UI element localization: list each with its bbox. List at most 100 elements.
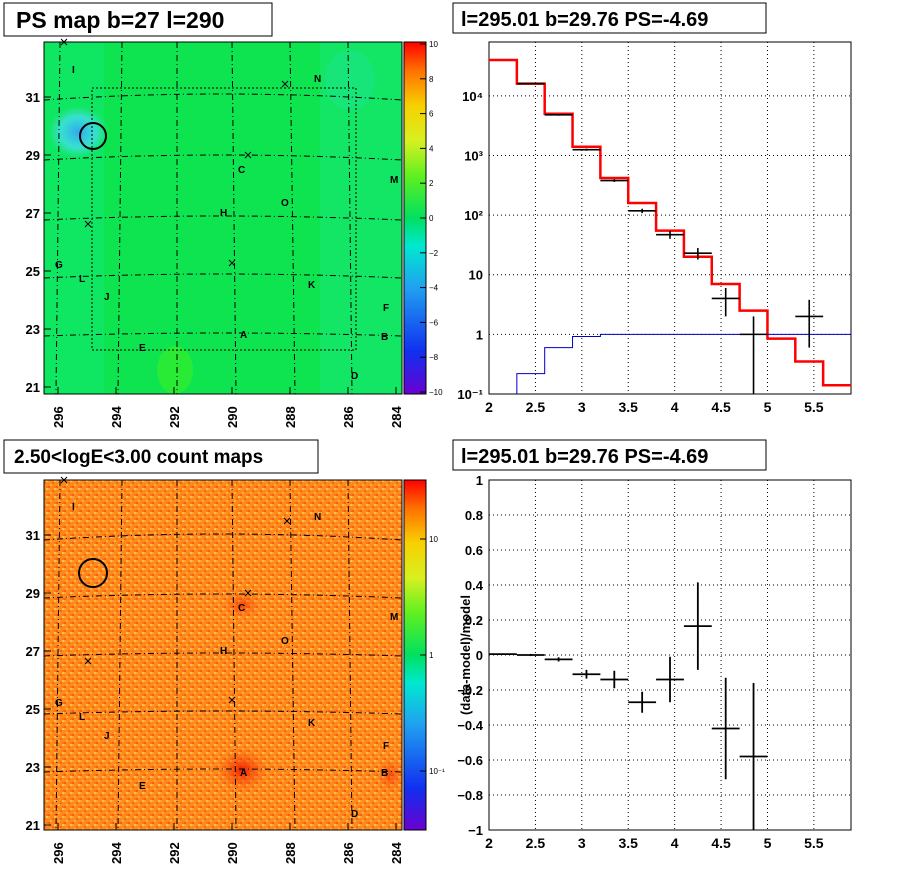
- map-y-tick-label: 25: [26, 702, 40, 717]
- residual-y-axis-label: (data-model)/model: [458, 595, 473, 715]
- count-map-coordinate-grid: [43, 479, 403, 831]
- residual-x-tick-label: 2: [485, 835, 493, 851]
- source-label-f: F: [383, 303, 389, 314]
- source-label-d: D: [351, 371, 358, 382]
- map-y-tick-label: 31: [26, 90, 40, 105]
- ps-map-target-circle: [79, 122, 107, 150]
- ps-cbar-tick-label: 8: [429, 75, 434, 84]
- residual-x-tick-label: 2.5: [526, 835, 546, 851]
- spectrum-x-tick-label: 5.5: [804, 399, 824, 415]
- residual-x-tick-label: 4: [671, 835, 679, 851]
- residual-x-tick-label: 3.5: [618, 835, 638, 851]
- residual-y-tick-label: 0.8: [465, 508, 483, 523]
- spectrum-y-tick-label: 10⁴: [462, 89, 483, 104]
- source-label-j: J: [104, 731, 110, 742]
- residual-y-tick-label: 0: [476, 648, 483, 663]
- map-y-tick-label: 31: [26, 528, 40, 543]
- ps-cbar-tick-label: −6: [429, 318, 439, 327]
- residual-y-tick-label: −0.6: [457, 753, 483, 768]
- spectrum-y-tick-label: 1: [476, 327, 483, 342]
- ps-cbar-tick-label: 10: [429, 40, 438, 49]
- count-map-source-labels: I N C M O H G L J K F A B E D: [55, 502, 398, 820]
- ps-cbar-tick-label: 0: [429, 214, 434, 223]
- count-cbar-tick-0p1: 10⁻¹: [429, 767, 445, 776]
- map-y-tick-label: 23: [26, 760, 40, 775]
- residual-y-tick-label: −0.2: [457, 683, 483, 698]
- ps-cbar-tick-label: −8: [429, 353, 439, 362]
- source-label-h: H: [220, 646, 227, 657]
- spectrum-x-tick-label: 3: [578, 399, 586, 415]
- ps-map-source-labels: I N C M O H G L J K F A B E D: [55, 65, 398, 382]
- source-label-i: I: [72, 502, 75, 513]
- residual-panel: l=295.01 b=29.76 PS=-4.69 (data-model)/m…: [452, 439, 852, 851]
- map-x-tick-label: 296: [51, 842, 66, 864]
- residual-y-tick-label: −0.4: [457, 718, 483, 733]
- count-map-colorbar-ticks: 10 1 10⁻¹: [420, 535, 445, 776]
- spectrum-y-tick-label: 10²: [464, 208, 483, 223]
- ps-cbar-tick-label: 2: [429, 179, 434, 188]
- source-label-a: A: [240, 330, 247, 341]
- map-x-tick-label: 290: [225, 842, 240, 864]
- residual-y-tick-label: −0.8: [457, 788, 483, 803]
- source-label-f: F: [383, 741, 389, 752]
- ps-cbar-tick-label: −10: [429, 388, 443, 397]
- map-y-tick-label: 29: [26, 586, 40, 601]
- map-y-tick-label: 23: [26, 322, 40, 337]
- spectrum-x-tick-label: 5: [764, 399, 772, 415]
- residual-title-box: [452, 439, 767, 471]
- source-label-j: J: [104, 292, 110, 303]
- source-label-i: I: [72, 65, 75, 76]
- count-map-panel: 2.50<logE<3.00 count maps I N C M O H G …: [3, 439, 445, 864]
- map-y-tick-label: 21: [26, 818, 40, 833]
- source-label-k: K: [308, 718, 316, 729]
- map-x-tick-label: 288: [283, 842, 298, 864]
- spectrum-y-tick-label: 10: [469, 268, 483, 283]
- spectrum-y-tick-label: 10⁻¹: [457, 387, 483, 402]
- source-label-m: M: [390, 612, 398, 623]
- source-label-b: B: [381, 768, 388, 779]
- spectrum-plot-area[interactable]: 2 2.5 3 3.5 4 4.5 5 5.5 10⁻¹ 1 10 10² 10³ 10⁴: [457, 41, 852, 415]
- ps-map-coordinate-grid: [43, 41, 403, 395]
- map-x-tick-label: 292: [167, 842, 182, 864]
- count-map-target-circle: [78, 558, 108, 588]
- spectrum-title: l=295.01 b=29.76 PS=-4.69: [461, 9, 708, 31]
- map-x-tick-label: 294: [109, 406, 124, 428]
- spectrum-frame: [488, 41, 852, 395]
- map-y-tick-label: 21: [26, 380, 40, 395]
- count-cbar-tick-1: 1: [429, 651, 434, 660]
- source-label-e: E: [139, 343, 146, 354]
- source-label-o: O: [281, 636, 289, 647]
- spectrum-x-tick-label: 2: [485, 399, 493, 415]
- residual-y-tick-label: 0.4: [465, 578, 484, 593]
- spectrum-x-tick-label: 2.5: [526, 399, 546, 415]
- map-x-tick-label: 290: [225, 406, 240, 428]
- map-x-tick-label: 286: [341, 842, 356, 864]
- ps-map-title-box: [3, 2, 273, 37]
- map-x-tick-label: 284: [389, 406, 404, 428]
- source-label-m: M: [390, 175, 398, 186]
- count-map-cross-markers: [60, 476, 291, 704]
- source-label-d: D: [351, 809, 358, 820]
- map-y-tick-label: 25: [26, 264, 40, 279]
- residual-title: l=295.01 b=29.76 PS=-4.69: [461, 446, 708, 468]
- source-label-k: K: [308, 280, 316, 291]
- map-x-tick-label: 296: [51, 406, 66, 428]
- ps-cbar-tick-label: 4: [429, 144, 434, 153]
- source-label-n: N: [314, 512, 321, 523]
- source-label-g: G: [55, 698, 63, 709]
- source-label-g: G: [55, 260, 63, 271]
- count-map-title: 2.50<logE<3.00 count maps: [14, 447, 263, 468]
- spectrum-x-tick-label: 4: [671, 399, 679, 415]
- source-label-l: L: [79, 274, 85, 285]
- residual-plot-area[interactable]: 2 2.5 3 3.5 4 4.5 5 5.5 1 0.8 0.6 0.4 0.2 0 −0.2 −0.4 −0…: [457, 473, 852, 851]
- source-label-a: A: [240, 768, 247, 779]
- map-x-tick-label: 292: [167, 406, 182, 428]
- residual-x-tick-label: 4.5: [711, 835, 731, 851]
- source-label-c: C: [238, 603, 245, 614]
- source-label-o: O: [281, 198, 289, 209]
- spectrum-title-box: [452, 2, 767, 34]
- ps-cbar-tick-label: −4: [429, 284, 439, 293]
- residual-x-tick-label: 5.5: [804, 835, 824, 851]
- map-x-tick-label: 294: [109, 842, 124, 864]
